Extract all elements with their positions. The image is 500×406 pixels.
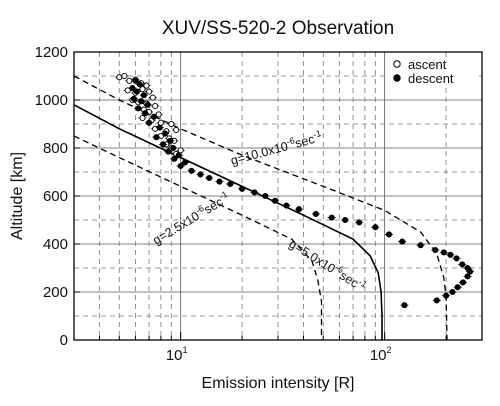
descent-point xyxy=(153,134,160,141)
descent-point xyxy=(188,167,195,174)
legend-marker xyxy=(393,60,401,68)
descent-point xyxy=(162,130,169,137)
descent-point xyxy=(138,98,145,105)
ascent-point xyxy=(121,72,128,80)
x-tick-label: 101 xyxy=(166,345,188,364)
descent-point xyxy=(132,77,139,84)
descent-point xyxy=(342,216,349,224)
descent-point xyxy=(417,242,424,249)
ascent-point xyxy=(143,82,150,89)
descent-point xyxy=(464,273,471,280)
descent-point xyxy=(328,214,335,221)
data-points xyxy=(115,72,475,309)
descent-point xyxy=(216,178,223,185)
descent-point xyxy=(150,113,158,120)
descent-point xyxy=(142,110,149,117)
ascent-point xyxy=(139,86,146,93)
descent-point xyxy=(133,88,140,95)
curve-labels: g=10.0x10-6sec-1g=5.0x10-6sec-1g=2.5x10-… xyxy=(149,128,369,290)
descent-point xyxy=(433,297,440,304)
descent-point xyxy=(146,119,153,126)
descent-point xyxy=(206,174,213,182)
descent-point xyxy=(295,206,302,213)
descent-point xyxy=(239,185,246,192)
ascent-point xyxy=(149,94,156,101)
y-axis-label: Altitude [km] xyxy=(9,152,26,240)
descent-point xyxy=(175,152,182,159)
legend-background xyxy=(388,58,478,88)
y-tick-label: 1000 xyxy=(35,92,68,109)
ascent-point xyxy=(173,126,180,134)
descent-point xyxy=(167,137,174,144)
descent-point xyxy=(197,171,204,178)
y-tick-label: 800 xyxy=(43,140,68,157)
legend-marker xyxy=(393,74,401,82)
descent-point xyxy=(177,162,184,170)
y-tick-label: 200 xyxy=(43,284,68,301)
grid xyxy=(74,52,482,340)
ascent-point xyxy=(152,102,159,110)
descent-point xyxy=(454,284,461,291)
legend-label: descent xyxy=(408,71,454,86)
ascent-point xyxy=(168,120,175,128)
descent-point xyxy=(443,292,450,299)
model-curve-2 xyxy=(73,135,323,340)
descent-point xyxy=(140,92,147,99)
descent-point xyxy=(449,288,456,296)
ascent-point xyxy=(146,88,153,95)
descent-point xyxy=(165,148,172,155)
descent-point xyxy=(453,255,460,262)
ascent-point xyxy=(155,111,162,118)
descent-point xyxy=(135,105,142,112)
descent-point xyxy=(160,141,167,148)
x-axis-label: Emission intensity [R] xyxy=(202,375,355,392)
descent-point xyxy=(156,124,163,131)
descent-point xyxy=(283,202,290,209)
descent-point xyxy=(447,251,454,258)
descent-point xyxy=(136,81,143,88)
descent-point xyxy=(401,302,408,309)
descent-point xyxy=(129,84,136,92)
descent-point xyxy=(181,159,189,166)
model-curve-1 xyxy=(73,104,383,340)
y-tick-label: 600 xyxy=(43,188,68,205)
chart-title: XUV/SS-520-2 Observation xyxy=(162,18,394,39)
descent-point xyxy=(262,192,269,200)
descent-point xyxy=(130,95,137,102)
descent-point xyxy=(251,189,258,196)
ascent-point xyxy=(124,87,131,94)
descent-point xyxy=(144,101,151,108)
descent-point xyxy=(440,249,447,256)
model-curves xyxy=(73,75,448,341)
y-tick-label: 1200 xyxy=(35,44,68,61)
descent-point xyxy=(459,279,467,286)
x-tick-label: 102 xyxy=(370,345,392,364)
legend-label: ascent xyxy=(408,57,447,72)
descent-point xyxy=(356,219,363,226)
ascent-point xyxy=(139,114,146,122)
y-tick-label: 0 xyxy=(60,332,68,349)
axes: 0 200 400 600 800 1000 1200 101 102 xyxy=(35,44,447,364)
descent-point xyxy=(227,180,234,188)
ascent-point xyxy=(126,77,133,84)
descent-point xyxy=(170,144,177,152)
descent-point xyxy=(459,261,466,268)
descent-point xyxy=(171,155,178,162)
descent-point xyxy=(466,268,474,275)
ascent-point xyxy=(157,119,164,126)
model-curve-0 xyxy=(73,75,448,341)
descent-point xyxy=(372,224,379,231)
ascent-point xyxy=(116,74,123,81)
descent-point xyxy=(312,210,319,218)
descent-point xyxy=(271,197,279,204)
y-tick-label: 400 xyxy=(43,236,68,253)
curve-label-2: g=2.5x10-6sec-1 xyxy=(149,189,232,248)
descent-point xyxy=(385,231,393,238)
descent-point xyxy=(399,238,406,245)
descent-point xyxy=(432,246,439,254)
